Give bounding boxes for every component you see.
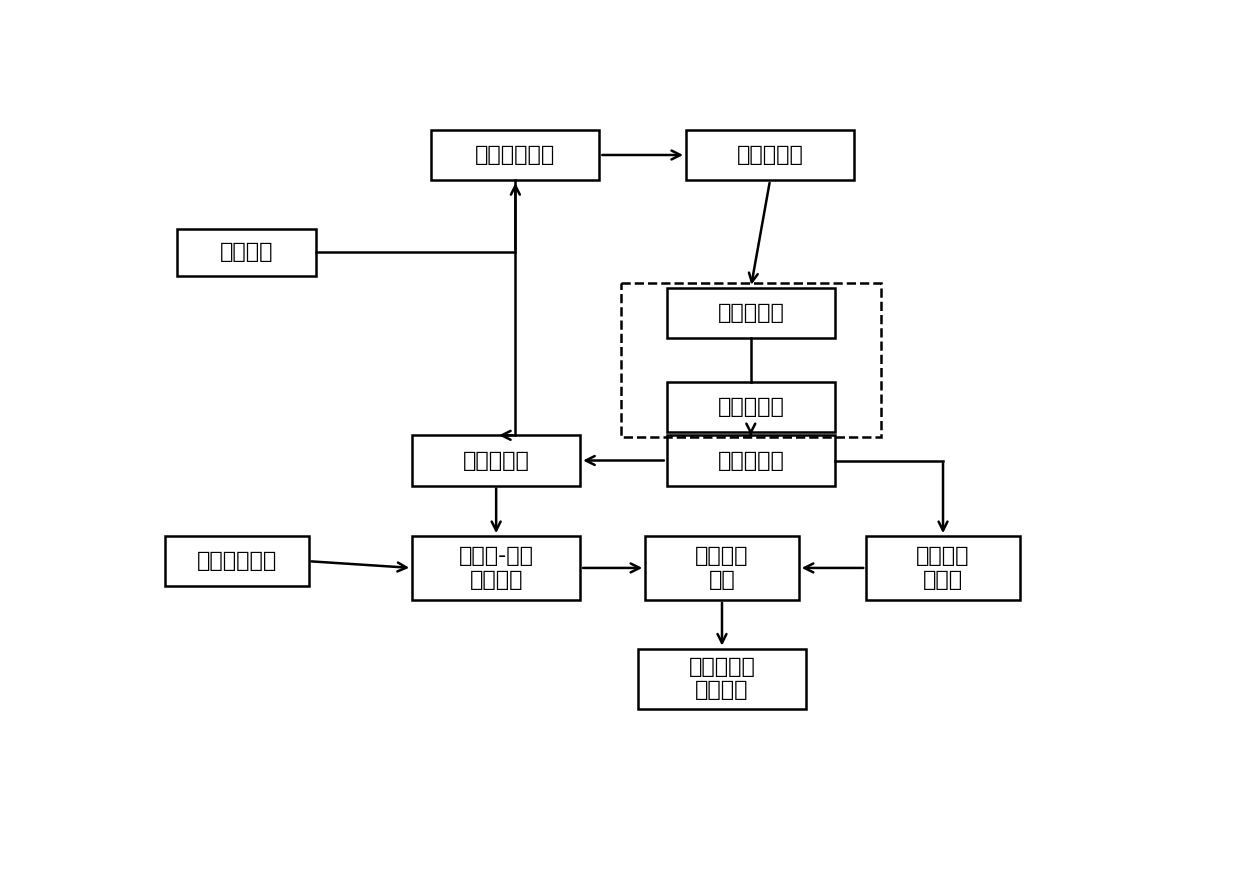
Bar [412,536,580,600]
Bar [432,130,599,181]
Bar [637,649,806,709]
Bar [412,435,580,486]
Text: 激光发射头: 激光发射头 [718,303,784,323]
Bar [667,382,835,432]
Text: 频率选择: 频率选择 [219,242,273,262]
Text: 相位比较器: 相位比较器 [463,451,529,471]
Bar [621,283,880,437]
Text: 激光接收头: 激光接收头 [718,397,784,417]
Text: 量测距离选择: 量测距离选择 [197,551,277,571]
Text: 相位差-距离
换算单元: 相位差-距离 换算单元 [459,547,533,589]
Text: 元件编码
与识别: 元件编码 与识别 [916,547,970,589]
Bar [645,536,799,600]
Bar [686,130,854,181]
Text: 数据存储与
显示单元: 数据存储与 显示单元 [688,657,755,700]
Bar [667,435,835,486]
Text: 激光解调器: 激光解调器 [718,451,784,471]
Bar [165,536,309,586]
Bar [667,288,835,338]
Text: 激光调制器: 激光调制器 [737,145,804,165]
Text: 数据处理
单元: 数据处理 单元 [696,547,749,589]
Bar [176,228,316,276]
Text: 正弦波发生器: 正弦波发生器 [475,145,556,165]
Bar [866,536,1019,600]
